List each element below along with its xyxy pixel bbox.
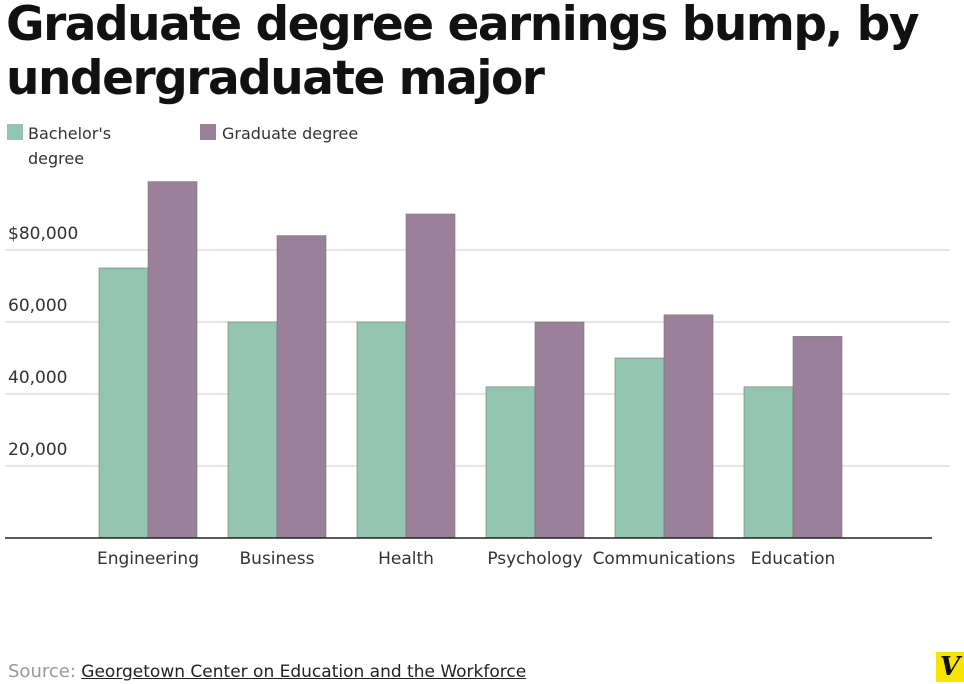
x-tick-label: Engineering: [97, 549, 199, 569]
y-tick-label: 20,000: [8, 440, 67, 460]
bar: [98, 267, 149, 539]
bar: [227, 321, 278, 539]
legend-label: Bachelor's degree: [28, 124, 112, 168]
x-tick-label: Psychology: [487, 549, 582, 569]
bar: [356, 321, 407, 539]
bar: [534, 321, 585, 539]
bar: [405, 213, 456, 539]
bar: [614, 357, 665, 539]
y-tick-label: $80,000: [8, 224, 78, 244]
x-tick-label: Health: [378, 549, 434, 569]
legend-swatch: [7, 124, 23, 140]
source-label: Source:: [8, 661, 76, 682]
bar: [147, 181, 198, 539]
chart-title: Graduate degree earnings bump, by underg…: [6, 0, 919, 106]
source-link[interactable]: Georgetown Center on Education and the W…: [81, 662, 527, 682]
bar: [276, 235, 327, 539]
source: Source: Georgetown Center on Education a…: [8, 661, 526, 682]
y-tick-label: 40,000: [8, 368, 67, 388]
x-tick-label: Business: [240, 549, 315, 569]
x-tick-label: Education: [751, 549, 836, 569]
x-tick-label: Communications: [593, 549, 736, 569]
bar: [663, 314, 714, 539]
y-tick-label: 60,000: [8, 296, 67, 316]
legend-swatch: [200, 124, 216, 140]
logo: V: [936, 652, 964, 682]
bar: [792, 336, 843, 539]
legend-label: Graduate degree: [222, 124, 359, 143]
bar: [485, 386, 536, 539]
bar: [743, 386, 794, 539]
